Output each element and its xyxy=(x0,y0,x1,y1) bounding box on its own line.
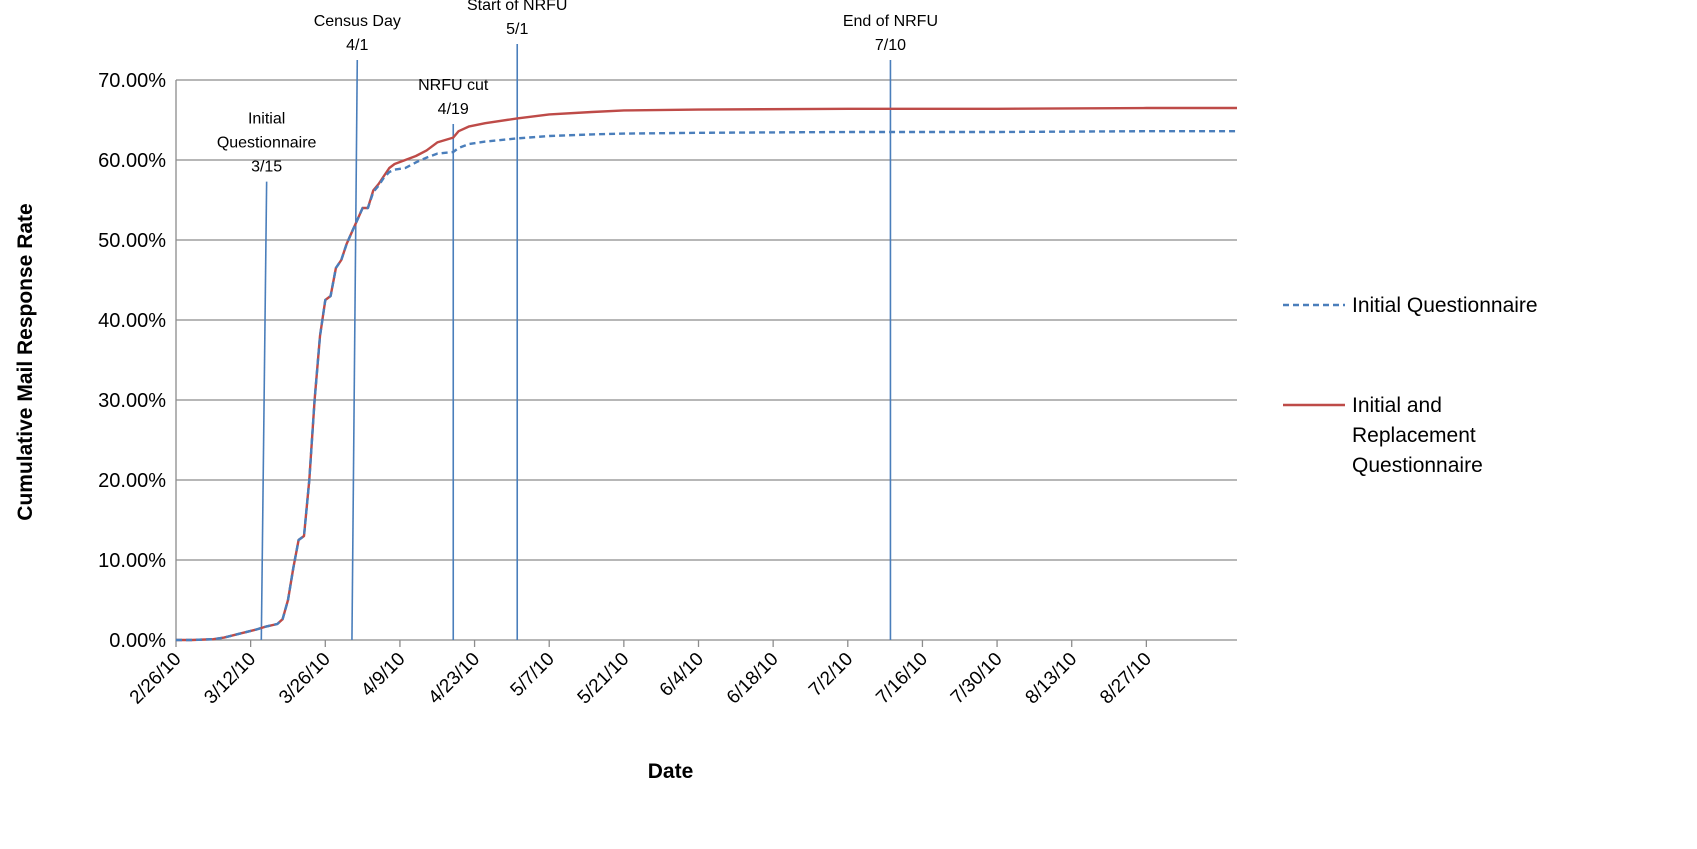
y-tick-label: 20.00% xyxy=(98,470,166,492)
y-tick-label: 0.00% xyxy=(109,630,166,652)
y-axis-title: Cumulative Mail Response Rate xyxy=(14,203,37,520)
x-tick-labels: 2/26/10 3/12/10 3/26/10 4/9/10 4/23/10 5/7/10… xyxy=(126,649,1156,709)
x-tick-label: 8/13/10 xyxy=(1022,649,1082,709)
x-tick-label: 7/30/10 xyxy=(947,649,1007,709)
gridlines xyxy=(176,79,1237,561)
legend-label: Initial Questionnaire xyxy=(1352,294,1538,317)
x-tick-label: 7/2/10 xyxy=(805,649,857,701)
annotation-label: NRFU cut xyxy=(418,77,489,94)
y-tick-labels: 0.00% 10.00% 20.00% 30.00% 40.00% 50.00% 60.00… xyxy=(98,70,166,652)
x-tick-label: 7/16/10 xyxy=(872,649,932,709)
y-tick-label: 30.00% xyxy=(98,390,166,412)
annotations: Initial Questionnaire 3/15 Census Day 4/1 NRF… xyxy=(217,0,938,641)
axes xyxy=(175,80,1237,647)
y-tick-label: 50.00% xyxy=(98,230,166,252)
annotation-line xyxy=(260,181,268,641)
annotation-label: 7/10 xyxy=(875,37,906,54)
annotation-label: Census Day xyxy=(314,13,401,30)
x-tick-label: 3/12/10 xyxy=(200,649,260,709)
legend-label: Initial and Replacement Questionnaire xyxy=(1352,394,1483,477)
x-tick-label: 6/4/10 xyxy=(656,649,708,701)
annotation-label: Initial xyxy=(248,111,285,128)
y-tick-label: 60.00% xyxy=(98,150,166,172)
x-axis-title: Date xyxy=(648,760,694,783)
x-tick-label: 6/18/10 xyxy=(723,649,783,709)
annotation-label: 3/15 xyxy=(251,159,282,176)
annotation-label: 4/19 xyxy=(438,101,469,118)
y-tick-label: 40.00% xyxy=(98,310,166,332)
annotation-label: Questionnaire xyxy=(217,135,317,152)
annotation-label: 4/1 xyxy=(346,37,368,54)
series-lines xyxy=(176,106,1237,642)
series-line xyxy=(176,129,1237,642)
annotation-label: Start of NRFU xyxy=(467,0,567,14)
annotation-line xyxy=(351,59,359,641)
y-tick-label: 10.00% xyxy=(98,550,166,572)
x-tick-label: 4/9/10 xyxy=(357,649,409,701)
legend: Initial Questionnaire Initial and Replacem… xyxy=(1283,294,1538,477)
annotation-label: End of NRFU xyxy=(843,13,938,30)
x-tick-label: 2/26/10 xyxy=(126,649,186,709)
y-tick-label: 70.00% xyxy=(98,70,166,92)
x-tick-label: 3/26/10 xyxy=(275,649,335,709)
x-tick-label: 5/21/10 xyxy=(574,649,634,709)
annotation-label: 5/1 xyxy=(506,21,528,38)
x-tick-label: 5/7/10 xyxy=(507,649,559,701)
x-tick-label: 4/23/10 xyxy=(424,649,484,709)
x-tick-label: 8/27/10 xyxy=(1096,649,1156,709)
